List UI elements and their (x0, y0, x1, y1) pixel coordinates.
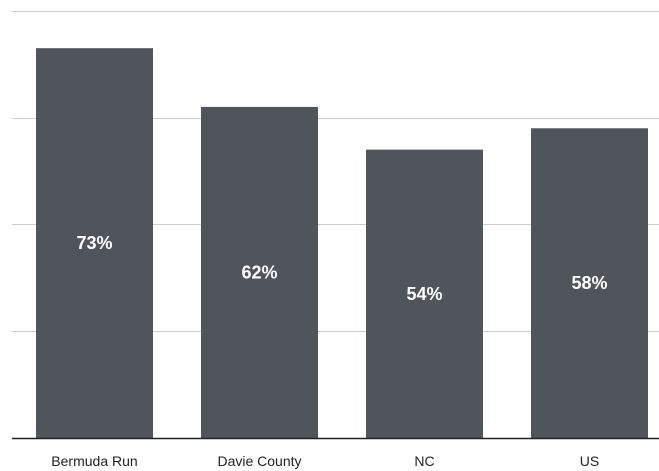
bar (366, 149, 483, 438)
bar-value-label: 62% (241, 262, 277, 282)
bar-value-label: 58% (571, 273, 607, 293)
bar-value-label: 73% (76, 233, 112, 253)
bar-value-labels: 73% 62% 54% 58% (76, 233, 607, 304)
category-label: US (580, 453, 599, 469)
bar (531, 128, 648, 438)
category-label: NC (414, 453, 434, 469)
category-label: Bermuda Run (51, 453, 137, 469)
category-label: Davie County (217, 453, 301, 469)
bars (36, 48, 648, 439)
bar (36, 48, 153, 439)
bar-value-label: 54% (406, 284, 442, 304)
bar (201, 106, 318, 439)
category-labels: Bermuda Run Davie County NC US (51, 453, 599, 469)
